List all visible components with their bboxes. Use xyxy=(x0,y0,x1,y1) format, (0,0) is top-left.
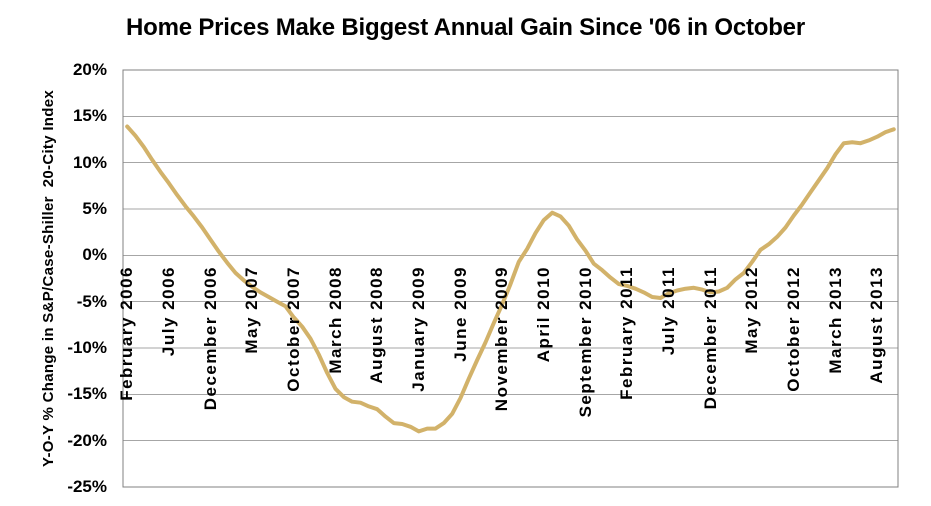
plot-border xyxy=(122,69,899,488)
case-shiller-yoy-line xyxy=(125,124,896,434)
chart-title: Home Prices Make Biggest Annual Gain Sin… xyxy=(126,14,805,41)
